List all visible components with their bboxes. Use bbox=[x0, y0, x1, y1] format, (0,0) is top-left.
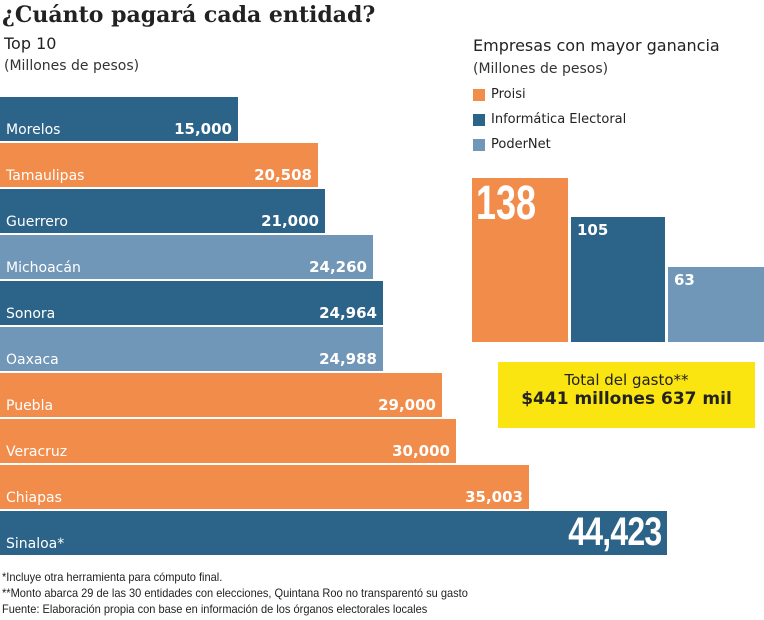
legend-item: PoderNet bbox=[473, 137, 551, 152]
bar-1: Tamaulipas 20,508 bbox=[0, 143, 318, 187]
legend-swatch bbox=[473, 113, 485, 126]
legend-swatch bbox=[473, 88, 485, 101]
bar-category-label: Chiapas bbox=[6, 490, 62, 506]
bar-value-label: 21,000 bbox=[261, 212, 319, 230]
footnote-3: Fuente: Elaboración propia con base en i… bbox=[2, 602, 428, 616]
bar-4: Sonora 24,964 bbox=[0, 281, 383, 325]
company-value-label: 105 bbox=[577, 221, 609, 239]
bar-value-label: 35,003 bbox=[465, 488, 523, 506]
bar-value-label: 20,508 bbox=[254, 166, 312, 184]
company-bar-1: 105 bbox=[571, 217, 665, 342]
legend-item: Informática Electoral bbox=[473, 112, 626, 127]
bar-value-label: 15,000 bbox=[174, 120, 232, 138]
bar-category-label: Veracruz bbox=[6, 444, 68, 460]
left-units: (Millones de pesos) bbox=[4, 58, 140, 74]
total-value: $441 millones 637 mil bbox=[521, 389, 732, 409]
legend-item: Proisi bbox=[473, 87, 526, 102]
bar-value-label: 24,260 bbox=[309, 258, 367, 276]
total-box: Total del gasto** $441 millones 637 mil bbox=[498, 362, 755, 428]
footnote-1: *Incluye otra herramienta para cómputo f… bbox=[2, 570, 223, 584]
company-value-label: 138 bbox=[476, 177, 537, 230]
legend-swatch bbox=[473, 138, 485, 151]
left-subtitle: Top 10 bbox=[4, 34, 57, 53]
bar-value-label: 29,000 bbox=[378, 396, 436, 414]
legend-label: Informática Electoral bbox=[491, 112, 627, 127]
bar-8: Chiapas 35,003 bbox=[0, 465, 529, 509]
legend-label: Proisi bbox=[491, 87, 526, 102]
right-subtitle: Empresas con mayor ganancia bbox=[473, 36, 720, 55]
legend-label: PoderNet bbox=[491, 137, 551, 152]
bar-value-label: 24,988 bbox=[319, 350, 377, 368]
footnote-2: **Monto abarca 29 de las 30 entidades co… bbox=[2, 586, 468, 600]
bar-5: Oaxaca 24,988 bbox=[0, 327, 383, 371]
bar-category-label: Oaxaca bbox=[6, 352, 59, 368]
bar-7: Veracruz 30,000 bbox=[0, 419, 456, 463]
right-units: (Millones de pesos) bbox=[473, 61, 609, 77]
company-value-label: 63 bbox=[674, 271, 695, 289]
bar-category-label: Sinaloa* bbox=[6, 536, 65, 552]
company-bar-2: 63 bbox=[668, 267, 764, 342]
bar-value-label: 24,964 bbox=[319, 304, 377, 322]
company-bar-0: 138 bbox=[472, 177, 568, 342]
bar-6: Puebla 29,000 bbox=[0, 373, 442, 417]
bar-3: Michoacán 24,260 bbox=[0, 235, 373, 279]
bar-category-label: Sonora bbox=[6, 306, 56, 322]
bar-category-label: Morelos bbox=[6, 122, 61, 138]
bar-value-label: 30,000 bbox=[392, 442, 450, 460]
bar-category-label: Michoacán bbox=[6, 260, 81, 276]
bar-category-label: Guerrero bbox=[6, 214, 68, 230]
total-label: Total del gasto** bbox=[564, 371, 689, 389]
bar-0: Morelos 15,000 bbox=[0, 97, 238, 141]
bar-9: Sinaloa* 44,423 bbox=[0, 510, 667, 555]
bar-value-label: 44,423 bbox=[567, 510, 662, 554]
bar-category-label: Tamaulipas bbox=[6, 168, 85, 184]
chart-title: ¿Cuánto pagará cada entidad? bbox=[2, 2, 376, 28]
bar-2: Guerrero 21,000 bbox=[0, 189, 325, 233]
bar-category-label: Puebla bbox=[6, 398, 54, 414]
